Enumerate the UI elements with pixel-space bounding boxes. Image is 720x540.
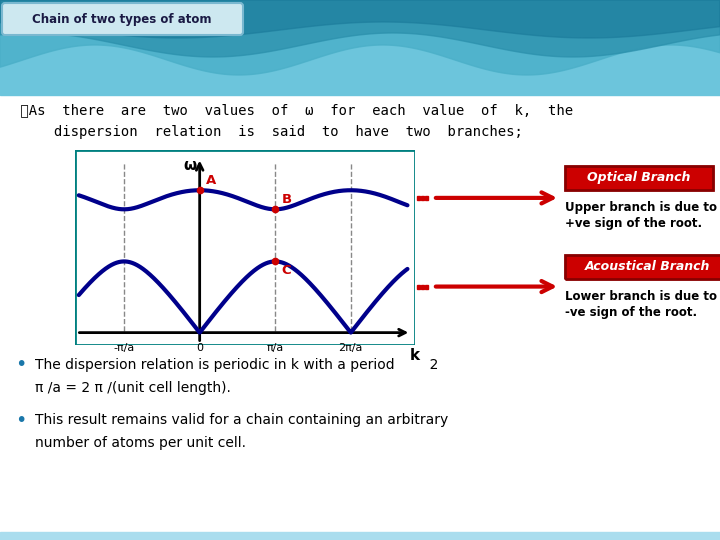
Text: k: k [410, 348, 420, 363]
Text: Upper branch is due to the: Upper branch is due to the [565, 201, 720, 214]
Bar [425, 285, 428, 288]
Text: The dispersion relation is periodic in k with a period        2: The dispersion relation is periodic in k… [35, 358, 438, 372]
Text: •: • [15, 355, 27, 375]
Bar [565, 254, 720, 279]
Text: B: B [282, 193, 292, 206]
Text: π /a = 2 π /(unit cell length).: π /a = 2 π /(unit cell length). [35, 381, 231, 395]
Bar [417, 196, 420, 200]
Text: •: • [15, 410, 27, 429]
Bar [565, 166, 713, 190]
Text: Acoustical Branch: Acoustical Branch [585, 260, 710, 273]
Text: 2π/a: 2π/a [338, 343, 363, 354]
Text: 0: 0 [196, 343, 203, 354]
Text: number of atoms per unit cell.: number of atoms per unit cell. [35, 436, 246, 450]
Text: dispersion  relation  is  said  to  have  two  branches;: dispersion relation is said to have two … [12, 125, 523, 139]
Bar [417, 285, 420, 288]
Text: C: C [282, 264, 291, 277]
Text: Chain of two types of atom: Chain of two types of atom [32, 12, 212, 25]
Text: This result remains valid for a chain containing an arbitrary: This result remains valid for a chain co… [35, 413, 449, 427]
Text: -π/a: -π/a [114, 343, 135, 354]
Text: Lower branch is due to the: Lower branch is due to the [565, 290, 720, 303]
Text: ⦄As  there  are  two  values  of  ω  for  each  value  of  k,  the: ⦄As there are two values of ω for each v… [12, 103, 573, 117]
Bar [565, 254, 720, 279]
Bar [425, 196, 428, 200]
Text: ω: ω [184, 158, 197, 173]
Text: -ve sign of the root.: -ve sign of the root. [565, 306, 697, 319]
Bar [421, 196, 424, 200]
Bar [0, 532, 720, 540]
Bar [0, 0, 720, 95]
FancyBboxPatch shape [2, 3, 243, 35]
Bar [421, 285, 424, 288]
Text: π/a: π/a [266, 343, 284, 354]
Text: Optical Branch: Optical Branch [588, 171, 690, 184]
Text: A: A [206, 174, 216, 187]
Text: +ve sign of the root.: +ve sign of the root. [565, 218, 702, 231]
Bar [565, 166, 713, 190]
